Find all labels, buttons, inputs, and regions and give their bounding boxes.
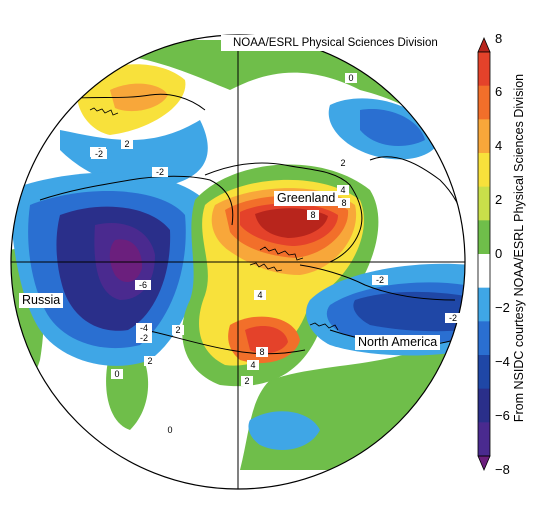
contour-label: 0	[345, 73, 357, 83]
svg-text:0: 0	[167, 425, 172, 435]
svg-text:4: 4	[340, 185, 345, 195]
colorbar-bin	[478, 422, 490, 457]
colorbar-arrow-bottom	[477, 455, 491, 472]
contour-label: 8	[307, 210, 319, 220]
region-label-russia: Russia	[19, 293, 64, 308]
svg-text:2: 2	[244, 376, 249, 386]
colorbar-bin	[478, 153, 490, 188]
anomaly-zone-warm-north-inner	[110, 83, 168, 112]
colorbar-tick: 2	[495, 192, 502, 207]
colorbar-bin	[478, 355, 490, 390]
colorbar-bin	[478, 52, 490, 87]
colorbar-bin	[478, 388, 490, 423]
svg-text:-4: -4	[140, 323, 148, 333]
contour-label: 2	[121, 139, 133, 149]
colorbar-tick: −2	[495, 300, 510, 315]
contour-label: -4	[136, 323, 152, 333]
svg-text:8: 8	[259, 347, 264, 357]
svg-text:-2: -2	[140, 333, 148, 343]
colorbar-bin	[478, 186, 490, 221]
anomaly-zone-cold-top-right	[360, 109, 425, 146]
svg-text:0: 0	[114, 369, 119, 379]
colorbar-tick-labels: 8 6 4 2 0 −2 −4 −6 −8	[495, 31, 510, 477]
colorbar-bin	[478, 321, 490, 356]
colorbar-tick: −8	[495, 462, 510, 477]
colorbar-arrow-top	[477, 36, 491, 53]
anomaly-zone-very-hot-south	[245, 326, 288, 354]
colorbar-bin	[478, 254, 490, 289]
contour-label: -2	[445, 313, 461, 323]
anomaly-zone-peak-cold-russia	[109, 239, 143, 283]
colorbar-tick: 0	[495, 246, 502, 261]
svg-text:-2: -2	[449, 313, 457, 323]
credit-text: From NSIDC courtesy NOAA/ESRL Physical S…	[512, 73, 526, 423]
svg-text:8: 8	[310, 210, 315, 220]
colorbar-tick: −6	[495, 408, 510, 423]
svg-text:0: 0	[348, 73, 353, 83]
svg-text:4: 4	[257, 290, 262, 300]
colorbar-frame	[477, 51, 491, 457]
contour-label: 2	[144, 356, 156, 366]
region-label-north-america: North America	[355, 335, 441, 350]
contour-label: -6	[135, 280, 151, 290]
colorbar-bin	[478, 220, 490, 255]
colorbar-tick: 6	[495, 84, 502, 99]
source-header: NOAA/ESRL Physical Sciences Division	[221, 35, 466, 51]
svg-text:2: 2	[340, 158, 345, 168]
contour-label: -2	[91, 149, 107, 159]
svg-text:2: 2	[175, 325, 180, 335]
contour-label: 0	[164, 425, 176, 435]
coastlines-dense	[89, 107, 339, 331]
svg-text:-6: -6	[139, 280, 147, 290]
graticule-lines	[11, 35, 465, 489]
colorbar-bin	[478, 119, 490, 154]
colorbar-tick: 4	[495, 138, 502, 153]
contour-label: 4	[254, 290, 266, 300]
svg-text:2: 2	[124, 139, 129, 149]
anomaly-zone-cool-top	[60, 120, 208, 188]
contour-label: -2	[152, 167, 168, 177]
svg-text:-2: -2	[156, 167, 164, 177]
contour-label: 0	[111, 369, 123, 379]
colorbar	[477, 36, 491, 472]
colorbar-tick: 8	[495, 31, 502, 46]
contour-label: -2	[136, 333, 152, 343]
svg-text:-2: -2	[95, 149, 103, 159]
contour-labels: 0 2 -2 -2 2 4 8 8 -6 4 -4 -2 2 8 4 2 -2 …	[90, 73, 461, 435]
colorbar-tick: −4	[495, 354, 510, 369]
svg-text:4: 4	[250, 360, 255, 370]
contour-label: 2	[337, 158, 349, 168]
contour-label: -2	[372, 275, 388, 285]
svg-text:8: 8	[341, 198, 346, 208]
contour-label: 2	[241, 376, 253, 386]
anomaly-zone-cool-southeast	[248, 411, 320, 450]
region-label-greenland: Greenland	[274, 191, 339, 206]
anomaly-zone-very-cold-north-america	[353, 291, 465, 332]
contour-label: 8	[256, 347, 268, 357]
colorbar-bin	[478, 287, 490, 322]
svg-text:2: 2	[147, 356, 152, 366]
svg-text:-2: -2	[376, 275, 384, 285]
contour-label: 2	[172, 325, 184, 335]
contour-label: 4	[247, 360, 259, 370]
contour-label: 4	[337, 185, 349, 195]
colorbar-bin	[478, 85, 490, 120]
contour-label: 8	[338, 198, 350, 208]
